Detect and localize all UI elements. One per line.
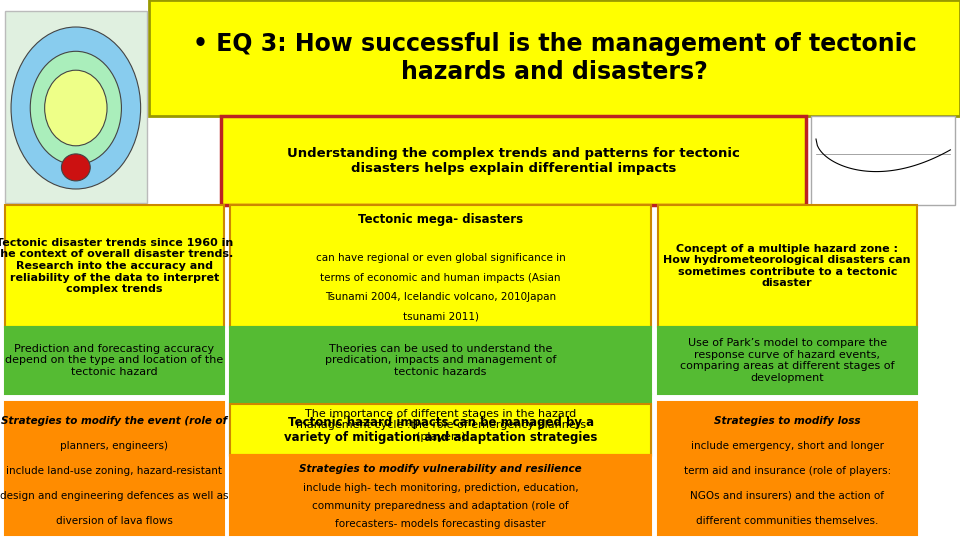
FancyBboxPatch shape: [658, 205, 917, 327]
Text: can have regional or even global significance in: can have regional or even global signifi…: [316, 253, 565, 263]
Text: Tsunami 2004, Icelandic volcano, 2010Japan: Tsunami 2004, Icelandic volcano, 2010Jap…: [325, 292, 556, 302]
Text: Tectonic mega- disasters: Tectonic mega- disasters: [358, 213, 523, 226]
FancyBboxPatch shape: [5, 11, 147, 202]
Text: Strategies to modify loss: Strategies to modify loss: [714, 416, 860, 426]
Ellipse shape: [44, 70, 108, 146]
FancyBboxPatch shape: [230, 205, 651, 327]
FancyBboxPatch shape: [230, 394, 651, 456]
FancyBboxPatch shape: [230, 404, 651, 455]
FancyBboxPatch shape: [230, 327, 651, 394]
Text: include high- tech monitoring, prediction, education,: include high- tech monitoring, predictio…: [302, 483, 579, 492]
FancyBboxPatch shape: [658, 402, 917, 535]
FancyBboxPatch shape: [811, 116, 955, 205]
Text: different communities themselves.: different communities themselves.: [696, 516, 878, 526]
FancyBboxPatch shape: [5, 205, 224, 327]
Text: diversion of lava flows: diversion of lava flows: [56, 516, 173, 526]
Text: tsunami 2011): tsunami 2011): [402, 311, 479, 321]
FancyBboxPatch shape: [5, 402, 224, 535]
Text: Strategies to modify the event (role of: Strategies to modify the event (role of: [1, 416, 228, 426]
Text: terms of economic and human impacts (Asian: terms of economic and human impacts (Asi…: [321, 273, 561, 282]
Text: Theories can be used to understand the
predication, impacts and management of
te: Theories can be used to understand the p…: [324, 344, 557, 377]
FancyBboxPatch shape: [149, 0, 960, 116]
Text: term aid and insurance (role of players:: term aid and insurance (role of players:: [684, 466, 891, 476]
FancyBboxPatch shape: [230, 455, 651, 535]
Text: include emergency, short and longer: include emergency, short and longer: [690, 441, 884, 451]
FancyBboxPatch shape: [221, 116, 806, 205]
Text: NGOs and insurers) and the action of: NGOs and insurers) and the action of: [690, 491, 884, 501]
Text: Tectonic disaster trends since 1960 in
the context of overall disaster trends.
R: Tectonic disaster trends since 1960 in t…: [0, 238, 233, 294]
Text: design and engineering defences as well as: design and engineering defences as well …: [0, 491, 228, 501]
Ellipse shape: [11, 27, 141, 189]
Text: Concept of a multiple hazard zone :
How hydrometeorological disasters can
someti: Concept of a multiple hazard zone : How …: [663, 244, 911, 288]
Text: Strategies to modify vulnerability and resilience: Strategies to modify vulnerability and r…: [300, 464, 582, 474]
Text: Tectonic hazard impacts can be managed by a
variety of mitigation and adaptation: Tectonic hazard impacts can be managed b…: [284, 416, 597, 443]
FancyBboxPatch shape: [5, 327, 224, 394]
Text: Use of Park’s model to compare the
response curve of hazard events,
comparing ar: Use of Park’s model to compare the respo…: [680, 338, 895, 383]
Text: community preparedness and adaptation (role of: community preparedness and adaptation (r…: [312, 501, 569, 511]
Text: Understanding the complex trends and patterns for tectonic
disasters helps expla: Understanding the complex trends and pat…: [287, 147, 740, 174]
Ellipse shape: [31, 51, 121, 165]
Text: Prediction and forecasting accuracy
depend on the type and location of the
tecto: Prediction and forecasting accuracy depe…: [5, 344, 224, 377]
Ellipse shape: [61, 154, 90, 181]
FancyBboxPatch shape: [658, 327, 917, 394]
Text: include land-use zoning, hazard-resistant: include land-use zoning, hazard-resistan…: [7, 466, 223, 476]
Text: planners, engineers): planners, engineers): [60, 441, 168, 451]
Text: forecasters- models forecasting disaster: forecasters- models forecasting disaster: [335, 519, 546, 529]
Text: The importance of different stages in the hazard
management cycle :the role of e: The importance of different stages in th…: [296, 409, 586, 442]
Text: • EQ 3: How successful is the management of tectonic
hazards and disasters?: • EQ 3: How successful is the management…: [193, 32, 916, 84]
